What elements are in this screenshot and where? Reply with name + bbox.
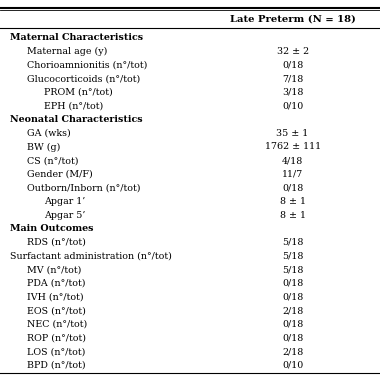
Text: 2/18: 2/18: [282, 306, 303, 315]
Text: 4/18: 4/18: [282, 156, 303, 165]
Text: Maternal Characteristics: Maternal Characteristics: [10, 33, 142, 42]
Text: 0/18: 0/18: [282, 333, 303, 342]
Text: 5/18: 5/18: [282, 251, 303, 261]
Text: Late Preterm (N = 18): Late Preterm (N = 18): [230, 14, 356, 23]
Text: 11/7: 11/7: [282, 170, 303, 179]
Text: 2/18: 2/18: [282, 347, 303, 356]
Text: ROP (n°/tot): ROP (n°/tot): [27, 333, 86, 342]
Text: 0/18: 0/18: [282, 61, 303, 70]
Text: Surfactant administration (n°/tot): Surfactant administration (n°/tot): [10, 251, 171, 261]
Text: Apgar 5’: Apgar 5’: [44, 211, 85, 220]
Text: 8 ± 1: 8 ± 1: [280, 211, 306, 220]
Text: 32 ± 2: 32 ± 2: [277, 47, 309, 56]
Text: 5/18: 5/18: [282, 238, 303, 247]
Text: Glucocorticoids (n°/tot): Glucocorticoids (n°/tot): [27, 74, 140, 83]
Text: 3/18: 3/18: [282, 88, 303, 97]
Text: MV (n°/tot): MV (n°/tot): [27, 265, 81, 274]
Text: 5/18: 5/18: [282, 265, 303, 274]
Text: 35 ± 1: 35 ± 1: [277, 129, 309, 138]
Text: Outborn/Inborn (n°/tot): Outborn/Inborn (n°/tot): [27, 183, 140, 192]
Text: BW (g): BW (g): [27, 143, 60, 152]
Text: Apgar 1’: Apgar 1’: [44, 197, 85, 206]
Text: GA (wks): GA (wks): [27, 129, 70, 138]
Text: PDA (n°/tot): PDA (n°/tot): [27, 279, 85, 288]
Text: Main Outcomes: Main Outcomes: [10, 224, 93, 233]
Text: Gender (M/F): Gender (M/F): [27, 170, 92, 179]
Text: PROM (n°/tot): PROM (n°/tot): [44, 88, 112, 97]
Text: 0/18: 0/18: [282, 320, 303, 329]
Text: 0/10: 0/10: [282, 101, 303, 110]
Text: LOS (n°/tot): LOS (n°/tot): [27, 347, 85, 356]
Text: 0/18: 0/18: [282, 293, 303, 302]
Text: 8 ± 1: 8 ± 1: [280, 197, 306, 206]
Text: 0/18: 0/18: [282, 183, 303, 192]
Text: 0/10: 0/10: [282, 361, 303, 370]
Text: EOS (n°/tot): EOS (n°/tot): [27, 306, 86, 315]
Text: 0/18: 0/18: [282, 279, 303, 288]
Text: EPH (n°/tot): EPH (n°/tot): [44, 101, 103, 110]
Text: Neonatal Characteristics: Neonatal Characteristics: [10, 115, 142, 124]
Text: BPD (n°/tot): BPD (n°/tot): [27, 361, 85, 370]
Text: CS (n°/tot): CS (n°/tot): [27, 156, 78, 165]
Text: 7/18: 7/18: [282, 74, 303, 83]
Text: Chorioamnionitis (n°/tot): Chorioamnionitis (n°/tot): [27, 61, 147, 70]
Text: RDS (n°/tot): RDS (n°/tot): [27, 238, 86, 247]
Text: 1762 ± 111: 1762 ± 111: [264, 143, 321, 152]
Text: NEC (n°/tot): NEC (n°/tot): [27, 320, 87, 329]
Text: IVH (n°/tot): IVH (n°/tot): [27, 293, 83, 302]
Text: Maternal age (y): Maternal age (y): [27, 47, 107, 56]
